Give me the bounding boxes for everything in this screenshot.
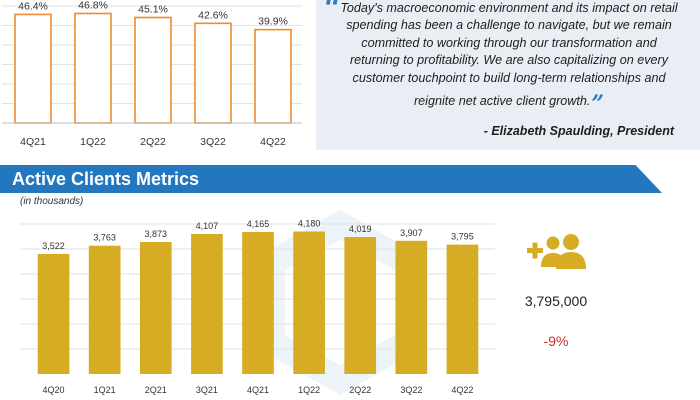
value-label: 4,019 [349,224,372,234]
open-quote-icon: “ [324,0,342,26]
quote-author: - Elizabeth Spaulding, President [483,124,674,138]
category-label: 1Q22 [80,136,106,148]
value-label: 4,107 [196,221,219,231]
value-label: 3,522 [42,241,65,251]
units-note: (in thousands) [20,196,84,207]
active-clients-change: -9% [543,333,569,349]
value-label: 46.4% [18,0,48,12]
category-label: 4Q21 [20,136,46,148]
bar-4q21 [14,13,52,124]
bar-4q22 [254,28,292,124]
category-label: 4Q22 [451,385,473,395]
active-clients-bar-chart: 3,522 3,763 3,873 4,107 4,165 4,180 4,019 3,907… [20,210,495,395]
bar-4q20 [37,253,70,374]
value-label: 46.8% [78,0,108,11]
value-label: 3,907 [400,228,423,238]
category-label: 3Q21 [196,385,218,395]
bar-1q22 [293,231,325,374]
category-label: 4Q20 [43,385,65,395]
category-label: 2Q21 [145,385,167,395]
section-title: Active Clients Metrics [12,169,200,189]
value-label: 4,165 [247,219,270,229]
margin-bar-chart: 46.4% 46.8% 45.1% 42.6% 39.9% 4Q21 1Q22 2Q22 3Q… [2,0,302,148]
value-label: 3,873 [145,229,168,239]
category-label: 1Q22 [298,385,320,395]
category-label: 2Q22 [349,385,371,395]
category-label: 1Q21 [94,385,116,395]
category-label: 4Q21 [247,385,269,395]
bar-4q22 [446,244,479,374]
bar-4q21 [242,232,274,374]
bar-1q21 [88,245,121,374]
bar-3q22 [194,22,232,124]
category-label: 4Q22 [260,136,286,148]
category-label: 3Q22 [200,136,226,148]
value-label: 42.6% [198,9,228,21]
bar-3q22 [395,240,428,374]
add-users-icon [527,233,589,276]
bar-3q21 [191,233,223,374]
active-clients-value: 3,795,000 [524,293,588,309]
category-label: 3Q22 [400,385,422,395]
bar-1q22 [74,12,112,124]
quote-panel: “ Today's macroeconomic environment and … [316,0,700,150]
value-label: 45.1% [138,3,168,15]
bar-2q22 [134,16,172,124]
value-label: 3,795 [451,232,474,242]
value-label: 39.9% [258,16,288,28]
value-label: 3,763 [93,233,116,243]
bar-2q22 [344,236,377,374]
value-label: 4,180 [298,219,321,229]
close-quote-icon: ” [591,91,605,118]
section-banner: Active Clients Metrics [0,165,662,193]
quote-text: Today's macroeconomic environment and it… [340,1,678,109]
category-label: 2Q22 [140,136,166,148]
bar-2q21 [139,241,172,374]
